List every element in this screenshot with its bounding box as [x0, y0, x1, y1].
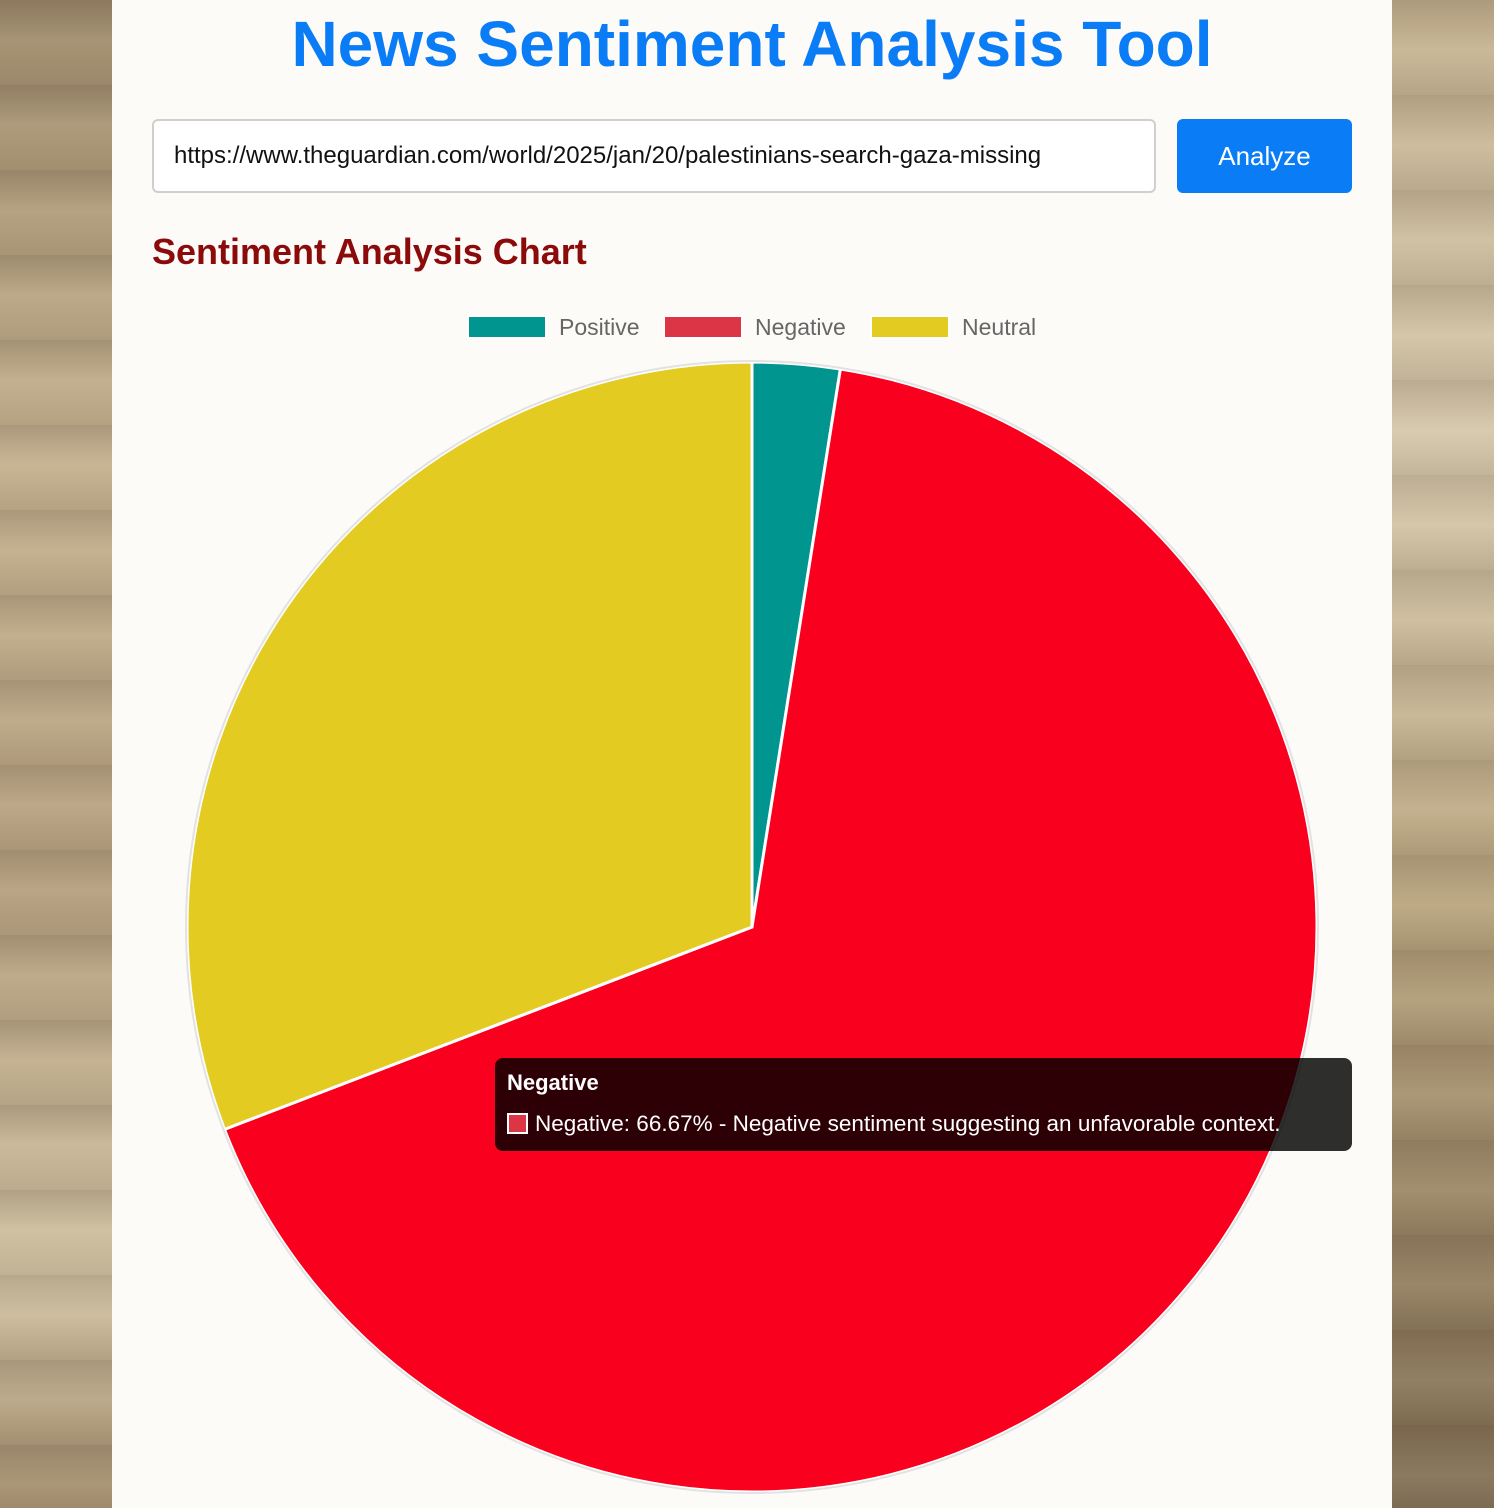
chart-section-title: Sentiment Analysis Chart [152, 231, 587, 272]
sentiment-pie-chart[interactable] [112, 0, 1392, 1508]
url-input[interactable] [152, 119, 1156, 193]
legend-item-positive[interactable]: Positive [467, 310, 640, 344]
tooltip-title: Negative [507, 1070, 599, 1095]
legend-swatch-neutral [870, 315, 950, 339]
background-left [0, 0, 112, 1508]
legend-label-positive: Positive [559, 313, 640, 340]
legend-swatch-positive [467, 315, 547, 339]
main-panel: News Sentiment Analysis Tool Analyze Sen… [112, 0, 1392, 1508]
chart-tooltip: Negative Negative: 66.67% - Negative sen… [495, 1058, 1352, 1151]
analyze-button[interactable]: Analyze [1177, 119, 1352, 193]
tooltip-body: Negative: 66.67% - Negative sentiment su… [535, 1111, 1281, 1136]
legend-swatch-negative [663, 315, 743, 339]
legend-label-neutral: Neutral [962, 313, 1037, 340]
pie-outline [185, 360, 1319, 1494]
legend-item-neutral[interactable]: Neutral [870, 310, 1036, 344]
legend-item-negative[interactable]: Negative [663, 310, 846, 344]
tooltip-color-swatch [507, 1113, 528, 1134]
legend-label-negative: Negative [755, 313, 846, 340]
background-right [1392, 0, 1494, 1508]
chart-legend: Positive Negative Neutral [112, 310, 1392, 344]
page-title: News Sentiment Analysis Tool [291, 8, 1213, 80]
pie-slice-negative[interactable] [222, 367, 1319, 1494]
pie-slice-neutral[interactable] [185, 360, 754, 1132]
